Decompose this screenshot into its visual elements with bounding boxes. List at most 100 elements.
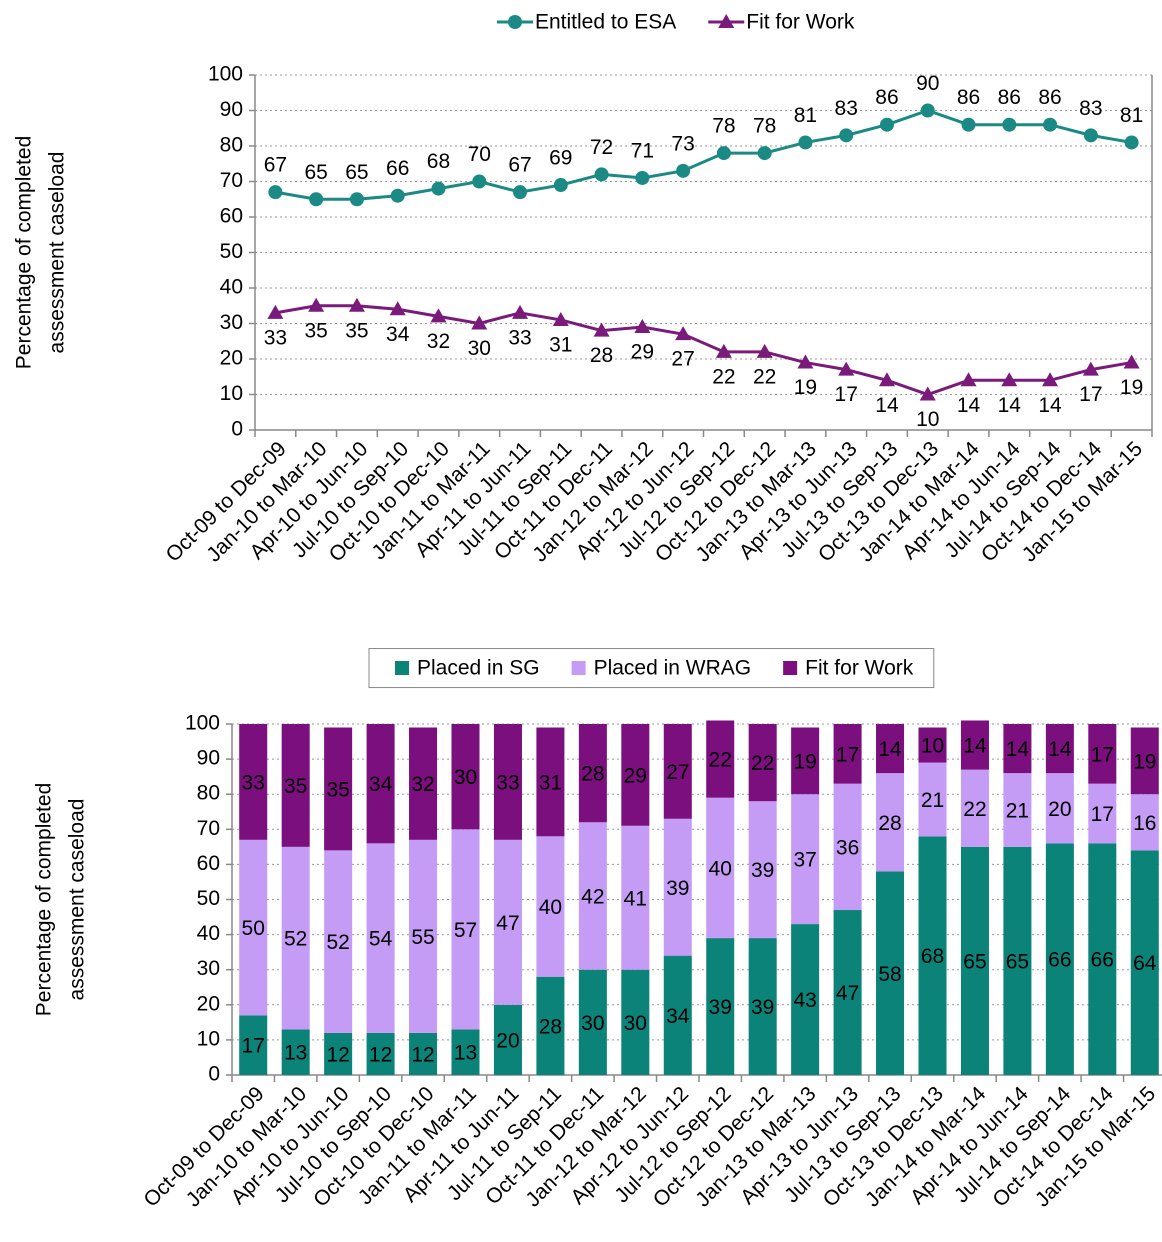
data-label: 13	[284, 1042, 307, 1065]
data-point	[715, 343, 732, 358]
bar-segment	[876, 871, 905, 1075]
bar-segment	[1130, 727, 1159, 795]
data-point	[1043, 117, 1058, 132]
bar-segment	[748, 801, 777, 939]
legend-swatch	[571, 661, 586, 675]
y-tick-label: 0	[208, 1063, 220, 1086]
bar-segment	[366, 1032, 395, 1075]
data-point	[676, 163, 691, 178]
bar-segment	[366, 843, 395, 1033]
bar-segment	[833, 783, 862, 911]
data-label: 28	[590, 344, 613, 367]
y-tick-label: 20	[197, 992, 220, 1015]
data-point	[593, 322, 610, 337]
data-label: 20	[1048, 798, 1071, 821]
data-label: 12	[369, 1043, 392, 1066]
data-point	[308, 297, 325, 312]
bar-segment	[239, 1015, 268, 1075]
data-label: 42	[581, 886, 604, 909]
data-label: 19	[1133, 750, 1156, 773]
data-label: 33	[496, 771, 519, 794]
bar-segment	[791, 794, 820, 925]
legend-label: Fit for Work	[805, 657, 914, 680]
data-label: 29	[631, 341, 654, 364]
data-label: 69	[549, 147, 572, 170]
data-point	[1042, 372, 1059, 387]
data-label: 33	[242, 771, 265, 794]
data-label: 31	[539, 771, 562, 794]
data-label: 43	[793, 989, 816, 1012]
bar-segment	[748, 938, 777, 1075]
legend-swatch	[783, 661, 798, 675]
bar-segment	[1045, 773, 1074, 844]
bar-segment	[918, 727, 947, 763]
legend-box	[368, 648, 935, 689]
bar-segment	[578, 724, 607, 823]
data-point	[594, 167, 609, 182]
data-label: 73	[671, 132, 694, 155]
y-tick-label: 10	[220, 382, 243, 405]
data-label: 35	[304, 319, 327, 342]
bar-segment	[239, 724, 268, 840]
data-label: 35	[284, 775, 307, 798]
data-label: 71	[631, 139, 654, 162]
data-label: 35	[326, 778, 349, 801]
data-label: 14	[1048, 738, 1072, 761]
y-axis-label: assessment caseload	[46, 152, 69, 354]
data-label: 14	[957, 394, 981, 417]
bar-segment	[493, 1004, 522, 1075]
data-point	[879, 117, 894, 132]
y-tick-label: 80	[220, 134, 243, 157]
data-label: 33	[264, 326, 287, 349]
data-label: 67	[508, 154, 531, 177]
data-point	[716, 146, 731, 161]
data-label: 17	[836, 743, 859, 766]
data-label: 86	[875, 86, 898, 109]
data-label: 47	[496, 912, 519, 935]
data-point	[349, 192, 364, 207]
data-label: 22	[712, 365, 735, 388]
data-label: 12	[326, 1043, 349, 1066]
data-label: 66	[1048, 949, 1071, 972]
y-axis-label: Percentage of completed	[13, 136, 36, 369]
data-label: 54	[369, 928, 393, 951]
data-label: 68	[427, 150, 450, 173]
y-axis-label: Percentage of completed	[33, 783, 56, 1016]
data-label: 40	[539, 896, 562, 919]
data-label: 29	[624, 764, 647, 787]
legend-swatch	[395, 661, 409, 675]
bar-segment	[706, 938, 735, 1075]
data-label: 30	[454, 766, 477, 789]
data-label: 57	[454, 919, 477, 942]
data-label: 37	[793, 849, 816, 872]
data-point	[798, 135, 813, 150]
data-label: 14	[1006, 738, 1030, 761]
bar-segment	[451, 724, 480, 830]
data-label: 39	[751, 859, 774, 882]
data-label: 10	[921, 735, 944, 758]
bar-segment	[791, 727, 820, 795]
data-label: 19	[794, 376, 817, 399]
data-label: 35	[345, 319, 368, 342]
data-line	[275, 304, 1132, 397]
y-tick-label: 100	[208, 63, 243, 86]
data-point	[552, 311, 569, 326]
bar-segment	[1088, 783, 1117, 844]
legend-label: Fit for Work	[746, 11, 855, 34]
data-label: 19	[793, 750, 816, 773]
bar-segment	[239, 839, 268, 1016]
data-label: 78	[753, 115, 776, 138]
data-label: 83	[1079, 97, 1102, 120]
bar-segment	[663, 818, 692, 956]
data-label: 41	[624, 887, 647, 910]
bar-segment	[578, 822, 607, 970]
legend-label: Entitled to ESA	[535, 11, 676, 34]
data-point	[390, 188, 405, 203]
data-label: 28	[581, 763, 604, 786]
data-label: 86	[957, 86, 980, 109]
data-point	[512, 304, 529, 319]
data-point	[430, 308, 447, 323]
bar-segment	[960, 769, 989, 847]
